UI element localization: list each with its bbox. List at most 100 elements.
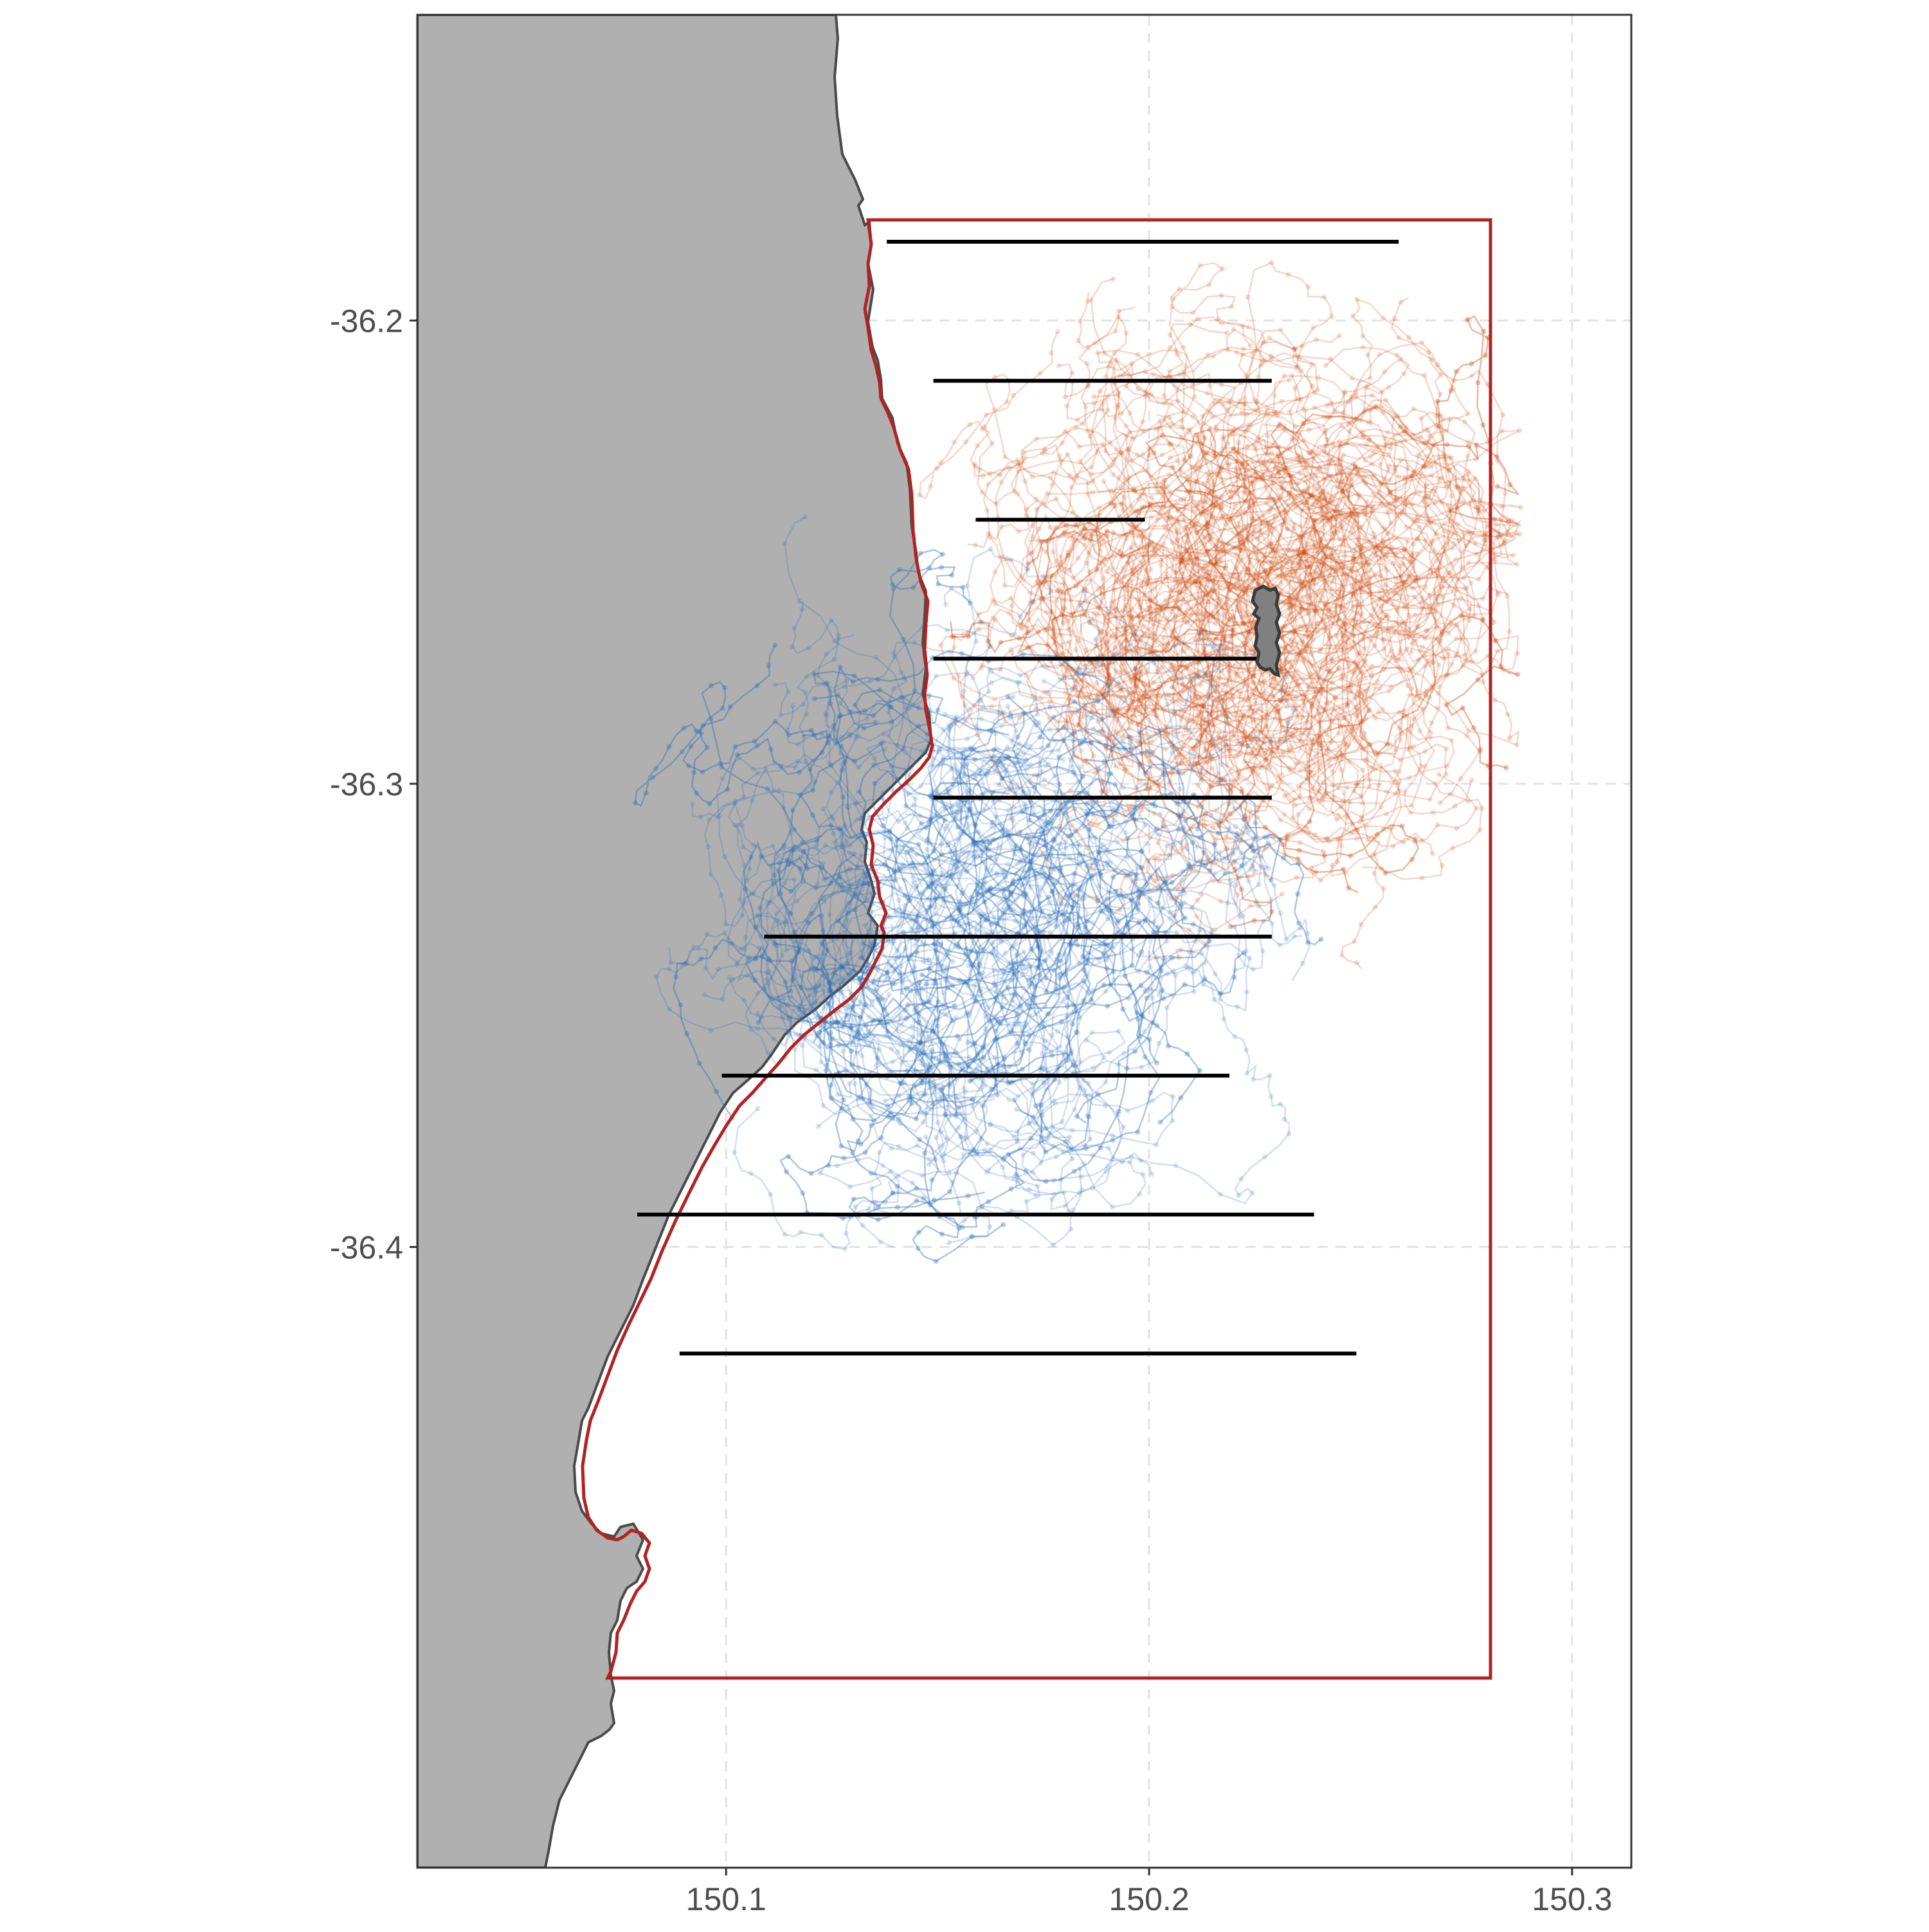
track-point [1351, 557, 1356, 562]
track-point [1406, 335, 1411, 340]
track-point [992, 407, 997, 412]
track-point [1429, 473, 1434, 478]
track-point [1492, 620, 1497, 625]
track-point [1190, 824, 1195, 829]
track-point [1065, 452, 1070, 457]
track-point [1095, 350, 1100, 356]
track-point [1238, 547, 1243, 552]
track-point [1047, 525, 1053, 530]
track-point [1116, 309, 1121, 314]
track-point [938, 643, 943, 648]
track-point [1362, 730, 1367, 736]
track-point [1224, 407, 1229, 412]
track-point [1478, 747, 1483, 752]
track-point [1307, 770, 1312, 775]
track-point [1381, 886, 1386, 891]
track-point [1444, 428, 1449, 433]
track-point [1430, 538, 1435, 543]
track-point [1085, 492, 1091, 497]
track-point [1233, 710, 1238, 715]
track-point [1256, 728, 1261, 734]
track-point [1334, 817, 1339, 822]
track-point [1148, 567, 1154, 572]
track-point [1307, 586, 1312, 591]
track-point [1258, 363, 1263, 368]
track-point [1123, 597, 1128, 602]
track-point [1443, 578, 1448, 583]
track-point [1204, 449, 1209, 455]
track-point [1427, 735, 1433, 740]
track-point [1136, 721, 1141, 727]
track-point [1207, 427, 1212, 432]
track-point [1064, 523, 1069, 528]
track-point [1093, 599, 1098, 604]
track-point [1440, 629, 1445, 635]
track-point [1291, 673, 1296, 678]
track-point [1028, 590, 1033, 595]
track-point [921, 1119, 926, 1124]
track-point [992, 570, 997, 575]
track-point [1398, 424, 1403, 429]
track-point [1407, 775, 1412, 781]
track-point [1206, 531, 1211, 536]
track-point [1317, 574, 1322, 579]
track-point [690, 801, 695, 806]
track-point [1283, 656, 1289, 661]
track-point [1120, 838, 1125, 843]
track-point [1278, 817, 1283, 822]
track-point [1465, 733, 1470, 738]
track-point [1506, 519, 1511, 524]
track-point [1148, 474, 1154, 480]
track-point [1327, 669, 1332, 674]
track-point [1175, 508, 1181, 513]
track-point [1195, 612, 1200, 617]
track-point [1227, 811, 1233, 817]
track-point [1517, 532, 1522, 537]
track-point [1494, 649, 1499, 654]
track-point [1459, 613, 1464, 618]
track-point [1090, 490, 1095, 495]
track-point [1381, 316, 1386, 321]
track-point [976, 627, 981, 632]
track-point [1080, 421, 1085, 426]
track-point [1408, 810, 1413, 815]
track-point [1213, 502, 1218, 507]
track-point [1235, 673, 1240, 678]
track-point [1211, 825, 1216, 830]
track-point [1421, 464, 1426, 469]
track-point [1312, 405, 1317, 410]
track-point [1224, 330, 1229, 336]
track-point [1292, 347, 1298, 352]
track-point [1015, 491, 1020, 496]
track-point [1252, 918, 1257, 923]
track-point [951, 676, 956, 681]
track-point [1110, 276, 1116, 282]
track-point [1383, 442, 1388, 447]
track-point [1190, 383, 1195, 388]
track-point [1249, 768, 1254, 773]
track-point [1008, 647, 1013, 652]
track-point [1397, 474, 1402, 480]
track-point [1480, 503, 1485, 509]
track-point [873, 655, 878, 660]
track-point [1465, 472, 1471, 477]
track-point [1286, 548, 1291, 553]
track-point [1247, 560, 1253, 565]
track-point [1033, 496, 1038, 501]
track-point [1262, 357, 1267, 362]
track-point [1461, 664, 1466, 669]
track-point [1205, 352, 1210, 357]
track-point [1313, 753, 1318, 758]
track-point [1162, 393, 1167, 398]
track-point [1492, 698, 1498, 703]
track-point [1195, 433, 1200, 438]
track-point [1435, 399, 1440, 404]
track-point [1213, 494, 1218, 500]
track-point [1030, 474, 1035, 479]
track-point [1507, 736, 1512, 741]
track-point [1266, 786, 1271, 791]
track-point [1352, 464, 1357, 469]
track-point [1417, 696, 1422, 701]
track-point [1170, 685, 1175, 690]
track-point [1397, 769, 1402, 774]
